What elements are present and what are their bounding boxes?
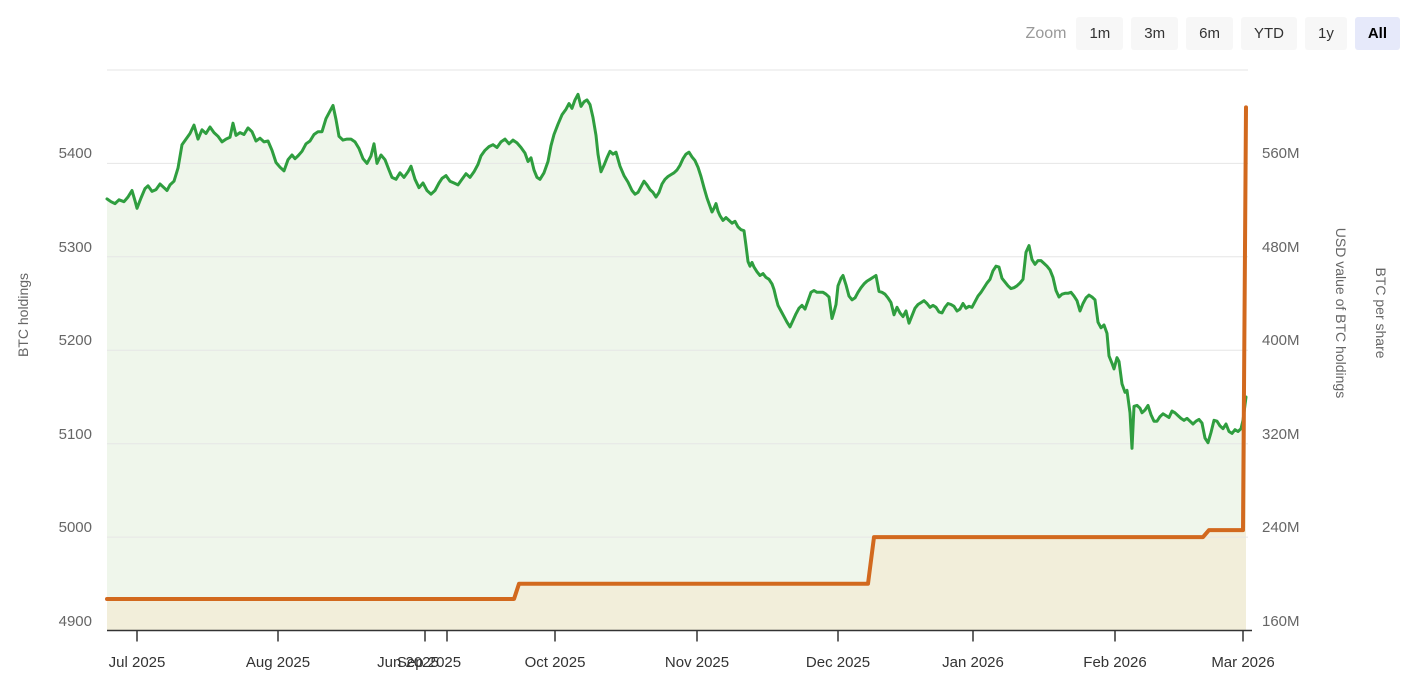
y-axis-right-label: 160M: [1262, 612, 1300, 630]
range-button-all[interactable]: All: [1354, 17, 1400, 50]
right-axis-title-btc-per-share: BTC per share: [1373, 267, 1389, 359]
x-axis-label: Dec 2025: [805, 654, 871, 671]
y-axis-left-label: 5300: [58, 238, 92, 256]
range-button-3m[interactable]: 3m: [1131, 17, 1179, 50]
y-axis-right-label: 240M: [1262, 519, 1300, 537]
x-axis-label: Mar 2026: [1211, 654, 1275, 671]
range-button-1y[interactable]: 1y: [1304, 17, 1347, 50]
range-button-1m[interactable]: 1m: [1076, 17, 1124, 50]
y-axis-left-label: 5200: [58, 332, 92, 350]
range-button-6m[interactable]: 6m: [1186, 17, 1233, 50]
x-axis-label: Sep 2025: [396, 654, 462, 671]
range-button-ytd[interactable]: YTD: [1240, 17, 1297, 50]
x-axis-label: Jun 2025: [377, 654, 439, 671]
x-axis-label: Oct 2025: [524, 654, 586, 671]
zoom-label: Zoom: [1025, 24, 1067, 42]
range-selector: Zoom 1m 3m 6m YTD 1y All: [1026, 17, 1400, 50]
y-axis-left-label: 5400: [58, 145, 92, 163]
right-axis-title-usd-value: USD value of BTC holdings: [1333, 227, 1349, 399]
x-axis-label: Aug 2025: [245, 654, 311, 671]
range-buttons: 1m 3m 6m YTD 1y All: [1076, 17, 1400, 50]
y-axis-right-label: 480M: [1262, 238, 1300, 256]
left-axis-title: BTC holdings: [15, 272, 31, 358]
y-axis-left-label: 5000: [58, 519, 92, 537]
y-axis-right-label: 560M: [1262, 145, 1300, 163]
x-axis-label: Feb 2026: [1083, 654, 1147, 671]
y-axis-right-label: 320M: [1262, 425, 1300, 443]
y-axis-right-label: 400M: [1262, 332, 1300, 350]
x-axis-label: Nov 2025: [664, 654, 730, 671]
y-axis-left-label: 5100: [58, 425, 92, 443]
x-axis-label: Jul 2025: [108, 654, 166, 671]
y-axis-left-label: 4900: [58, 612, 92, 630]
x-axis-label: Jan 2026: [942, 654, 1004, 671]
